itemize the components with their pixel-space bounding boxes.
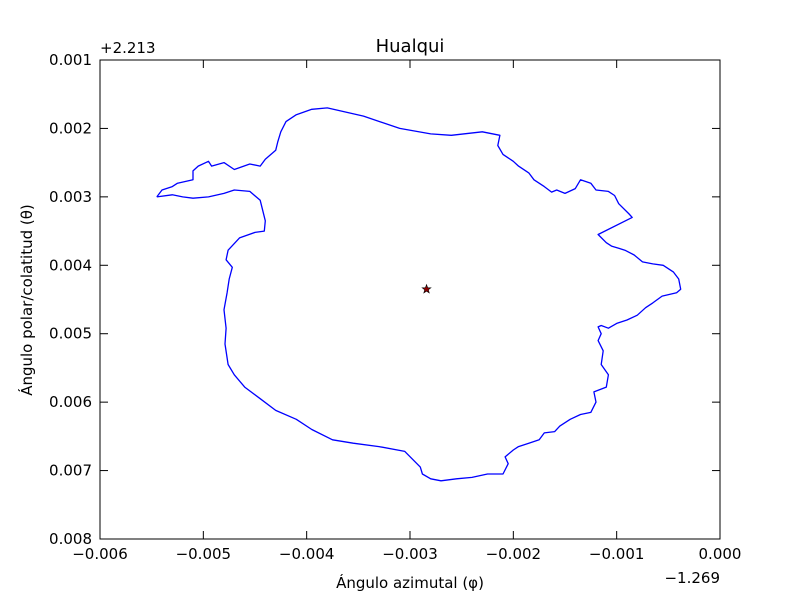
series-layer [156,107,682,482]
y-axis-label: Ángulo polar/colatitud (θ) [17,204,36,396]
y-tick-label: 0.002 [49,119,92,137]
x-axis-label: Ángulo azimutal (φ) [336,573,484,592]
x-tick-label: 0.000 [699,545,742,563]
y-tick-label: 0.008 [49,530,92,548]
chart-title: Hualqui [376,36,445,57]
y-axis-ticks: 0.001 0.002 0.003 0.004 0.005 0.006 0.007 0.008 [49,51,720,548]
y-tick-label: 0.001 [49,51,92,69]
x-offset-text: −1.269 [664,569,720,587]
x-tick-label: −0.004 [279,545,335,563]
y-tick-label: 0.004 [49,256,92,274]
x-tick-label: −0.001 [589,545,645,563]
x-tick-label: −0.005 [176,545,232,563]
x-tick-label: −0.002 [486,545,542,563]
y-tick-label: 0.005 [49,325,92,343]
y-tick-label: 0.007 [49,462,92,480]
plot-area [99,59,721,540]
y-tick-label: 0.006 [49,393,92,411]
x-tick-label: −0.006 [72,545,128,563]
y-tick-label: 0.003 [49,188,92,206]
x-tick-label: −0.003 [382,545,438,563]
y-offset-text: +2.213 [100,39,156,57]
boundary-line [156,107,682,482]
x-axis-ticks: −0.006 −0.005 −0.004 −0.003 −0.002 −0.001 0.00… [72,60,741,563]
center-star-marker [421,283,432,294]
